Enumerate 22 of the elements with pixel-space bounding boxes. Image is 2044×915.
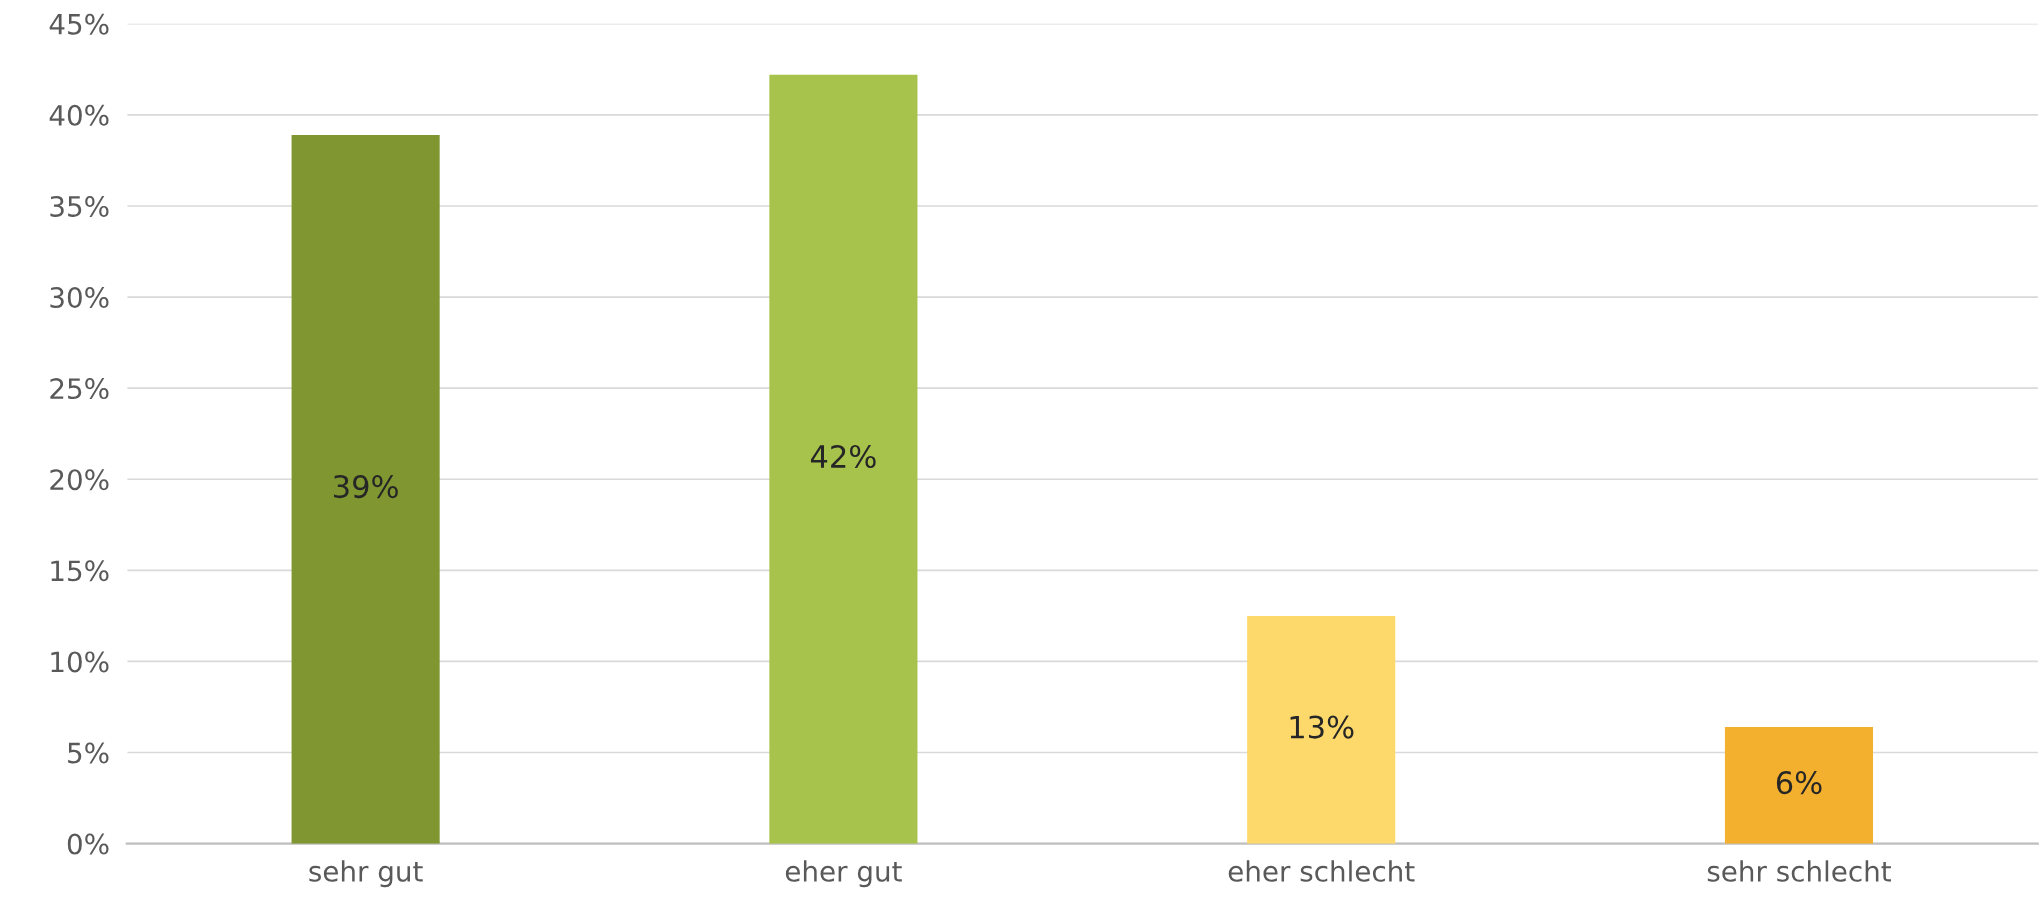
y-tick-label: 20% <box>50 469 109 491</box>
bar <box>291 134 440 844</box>
bar <box>769 74 918 844</box>
data-label: 13% <box>1290 715 1354 739</box>
y-tick-label: 25% <box>50 378 109 400</box>
y-tick-label: 30% <box>50 287 109 309</box>
y-tick-label: 35% <box>50 195 109 217</box>
y-tick-label: 10% <box>51 651 109 673</box>
data-label: 42% <box>810 444 876 469</box>
bar <box>1724 727 1874 844</box>
bar <box>1247 615 1396 844</box>
y-tick-label: 45% <box>49 13 109 35</box>
y-tick-label: 40% <box>49 104 109 126</box>
x-tick-label: sehr schlecht <box>1707 860 1891 882</box>
x-tick-label: sehr gut <box>309 860 423 888</box>
y-tick-label: 5% <box>68 742 109 764</box>
data-label: 6% <box>1776 771 1822 795</box>
x-tick-label: eher schlecht <box>1228 860 1415 882</box>
data-label: 39% <box>333 475 398 499</box>
y-tick-label: 0% <box>67 833 109 855</box>
x-tick-label: eher gut <box>785 860 902 888</box>
y-tick-label: 15% <box>51 560 109 582</box>
